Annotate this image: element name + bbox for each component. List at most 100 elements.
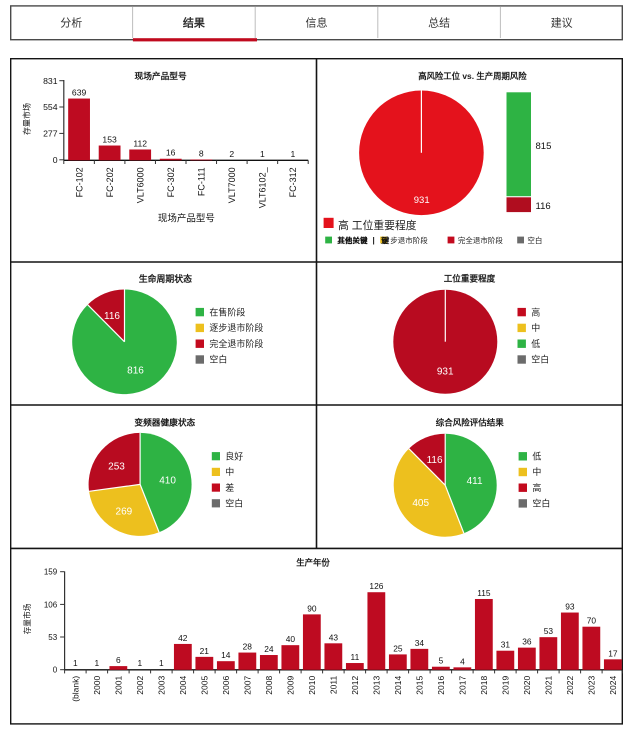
svg-text:116: 116 xyxy=(536,201,551,212)
svg-text:VLT6102_: VLT6102_ xyxy=(258,166,268,208)
svg-text:2002: 2002 xyxy=(135,676,145,695)
svg-text:0: 0 xyxy=(53,155,58,165)
svg-text:逐步退市阶段: 逐步退市阶段 xyxy=(209,322,263,333)
svg-text:逐: 逐 xyxy=(381,236,389,245)
svg-text:建议: 建议 xyxy=(551,15,573,29)
svg-text:FC-302: FC-302 xyxy=(166,167,176,197)
svg-text:639: 639 xyxy=(72,87,87,97)
svg-text:93: 93 xyxy=(565,602,575,612)
svg-text:2010: 2010 xyxy=(307,676,317,695)
svg-text:空白: 空白 xyxy=(532,498,550,509)
svg-text:总结: 总结 xyxy=(428,15,450,29)
svg-text:VLT7000: VLT7000 xyxy=(227,167,237,203)
svg-text:2013: 2013 xyxy=(372,676,382,695)
svg-text:6: 6 xyxy=(116,655,121,665)
svg-text:2023: 2023 xyxy=(587,676,597,695)
svg-text:40: 40 xyxy=(286,634,296,644)
svg-text:空白: 空白 xyxy=(527,235,542,245)
svg-text:FC-312: FC-312 xyxy=(288,167,298,197)
svg-text:生产年份: 生产年份 xyxy=(296,557,330,567)
svg-text:25: 25 xyxy=(393,643,403,653)
svg-text:269: 269 xyxy=(116,507,133,518)
svg-text:差: 差 xyxy=(225,482,234,493)
svg-text:2015: 2015 xyxy=(415,676,425,695)
svg-text:24: 24 xyxy=(264,644,274,654)
svg-text:良好: 良好 xyxy=(225,450,243,461)
svg-text:存量市场: 存量市场 xyxy=(22,603,32,634)
svg-text:2018: 2018 xyxy=(479,676,489,695)
svg-text:53: 53 xyxy=(48,633,57,642)
svg-text:2020: 2020 xyxy=(522,676,532,695)
svg-text:90: 90 xyxy=(307,603,317,613)
svg-text:116: 116 xyxy=(427,455,443,466)
svg-text:高: 高 xyxy=(532,482,541,493)
svg-text:5: 5 xyxy=(439,656,444,666)
svg-text:在售阶段: 在售阶段 xyxy=(209,306,245,317)
svg-text:综合风险评估结果: 综合风险评估结果 xyxy=(436,418,505,428)
svg-text:2003: 2003 xyxy=(157,676,167,695)
svg-text:2022: 2022 xyxy=(565,676,575,695)
svg-text:116: 116 xyxy=(104,311,120,322)
svg-text:1: 1 xyxy=(94,658,99,668)
svg-text:高风险工位 vs. 生产周期风险: 高风险工位 vs. 生产周期风险 xyxy=(418,71,527,81)
svg-text:2017: 2017 xyxy=(458,676,468,695)
svg-text:816: 816 xyxy=(127,366,144,377)
svg-text:工位重要程度: 工位重要程度 xyxy=(444,272,496,283)
svg-text:112: 112 xyxy=(133,138,147,148)
svg-text:1: 1 xyxy=(73,658,78,668)
svg-text:2: 2 xyxy=(229,149,234,159)
svg-text:2004: 2004 xyxy=(178,676,188,695)
svg-text:2016: 2016 xyxy=(436,676,446,695)
svg-text:(blank): (blank) xyxy=(71,676,81,702)
svg-text:中: 中 xyxy=(225,466,234,477)
svg-text:405: 405 xyxy=(412,498,429,509)
svg-text:931: 931 xyxy=(414,195,430,206)
svg-text:中: 中 xyxy=(531,322,540,333)
svg-text:2006: 2006 xyxy=(221,676,231,695)
svg-text:2001: 2001 xyxy=(114,676,124,695)
svg-text:2009: 2009 xyxy=(286,676,296,695)
svg-text:106: 106 xyxy=(44,600,58,609)
svg-text:411: 411 xyxy=(467,476,483,487)
svg-text:70: 70 xyxy=(587,616,597,626)
svg-text:现场产品型号: 现场产品型号 xyxy=(158,213,215,225)
svg-text:现场产品型号: 现场产品型号 xyxy=(135,70,187,81)
svg-text:空白: 空白 xyxy=(225,498,243,509)
svg-text:53: 53 xyxy=(544,626,554,636)
svg-text:键: 键 xyxy=(381,235,390,245)
svg-text:生命周期状态: 生命周期状态 xyxy=(139,273,192,284)
svg-text:36: 36 xyxy=(522,637,532,647)
svg-text:21: 21 xyxy=(200,646,210,656)
svg-text:14: 14 xyxy=(221,650,231,660)
svg-text:存量市场: 存量市场 xyxy=(22,103,32,135)
svg-text:17: 17 xyxy=(608,648,618,658)
svg-text:253: 253 xyxy=(108,462,125,473)
svg-text:126: 126 xyxy=(369,581,383,591)
svg-text:11: 11 xyxy=(351,652,360,662)
svg-text:高: 高 xyxy=(531,306,540,317)
svg-text:低: 低 xyxy=(532,450,541,461)
svg-text:2011: 2011 xyxy=(329,676,339,695)
svg-text:|: | xyxy=(373,236,375,245)
svg-text:4: 4 xyxy=(460,656,465,666)
svg-text:43: 43 xyxy=(329,632,339,642)
svg-text:42: 42 xyxy=(178,633,188,643)
svg-text:中: 中 xyxy=(532,466,541,477)
svg-text:VLT6000: VLT6000 xyxy=(136,167,146,203)
svg-text:2019: 2019 xyxy=(501,676,511,695)
svg-text:153: 153 xyxy=(102,134,117,144)
svg-text:31: 31 xyxy=(501,640,511,650)
svg-text:1: 1 xyxy=(291,149,296,159)
svg-text:1: 1 xyxy=(137,658,142,668)
svg-text:结果: 结果 xyxy=(182,15,205,29)
svg-text:554: 554 xyxy=(43,102,58,112)
svg-text:28: 28 xyxy=(243,642,253,652)
svg-text:159: 159 xyxy=(44,568,58,577)
svg-text:2000: 2000 xyxy=(92,676,102,695)
svg-text:步退市阶段: 步退市阶段 xyxy=(390,235,428,245)
svg-text:815: 815 xyxy=(536,141,552,152)
svg-text:信息: 信息 xyxy=(306,15,328,29)
svg-text:2008: 2008 xyxy=(264,676,274,695)
svg-text:1: 1 xyxy=(159,658,164,668)
svg-text:完全退市阶段: 完全退市阶段 xyxy=(458,235,503,245)
